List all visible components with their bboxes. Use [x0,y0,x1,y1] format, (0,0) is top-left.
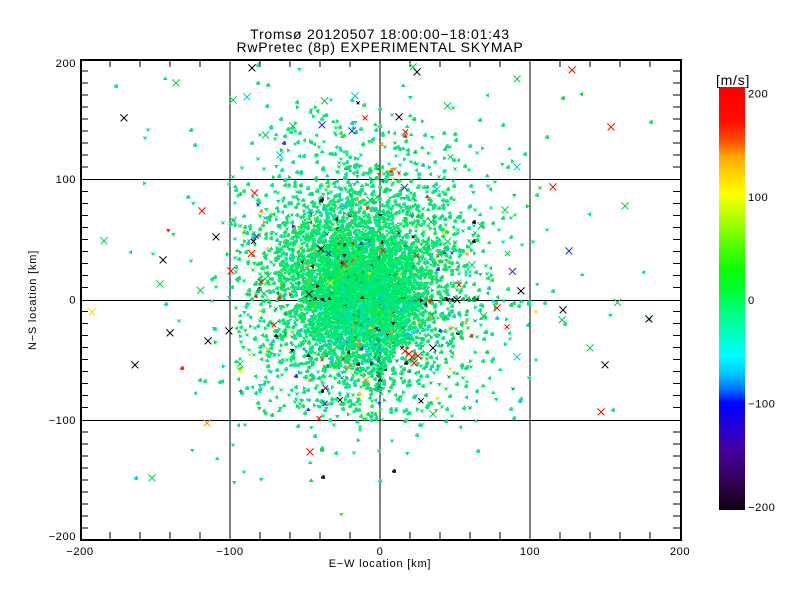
svg-text:−100: −100 [49,415,76,427]
svg-text:200: 200 [748,89,768,101]
svg-text:0: 0 [377,546,384,558]
svg-text:100: 100 [748,192,768,204]
svg-text:−200: −200 [49,531,76,543]
svg-text:100: 100 [520,546,540,558]
svg-text:0: 0 [69,295,76,307]
svg-text:E−W location [km]: E−W location [km] [329,558,432,570]
svg-text:N−S location [km]: N−S location [km] [27,250,39,350]
svg-text:−100: −100 [748,399,775,411]
svg-text:−100: −100 [216,546,243,558]
svg-text:−200: −200 [66,546,93,558]
svg-text:100: 100 [56,174,76,186]
svg-text:200: 200 [670,546,690,558]
svg-text:Tromsø 20120507 18:00:00−18:01: Tromsø 20120507 18:00:00−18:01:43 [250,26,510,42]
svg-text:RwPretec (8p) EXPERIMENTAL SKY: RwPretec (8p) EXPERIMENTAL SKYMAP [237,39,524,55]
svg-text:[m/s]: [m/s] [716,72,750,88]
svg-text:200: 200 [56,58,76,70]
svg-text:0: 0 [748,295,755,307]
svg-text:−200: −200 [748,502,775,514]
